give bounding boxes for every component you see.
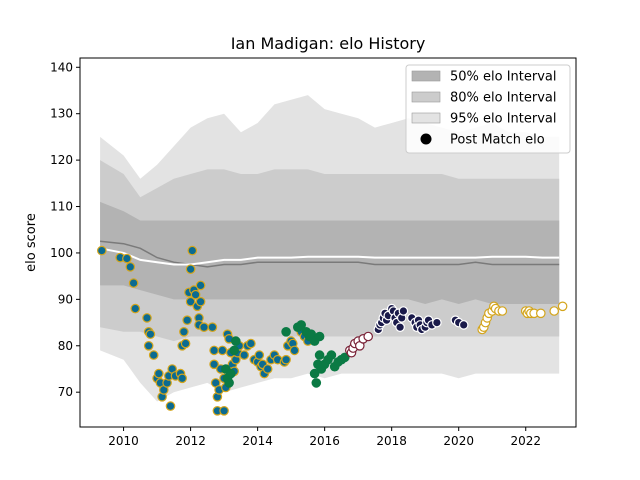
y-tick-label: 120 bbox=[50, 153, 73, 167]
x-tick-label: 2010 bbox=[108, 434, 139, 448]
legend-label: 95% elo Interval bbox=[450, 112, 557, 127]
elo-point bbox=[558, 302, 566, 310]
elo-point bbox=[227, 369, 235, 377]
elo-point bbox=[208, 323, 216, 331]
elo-point bbox=[220, 407, 228, 415]
elo-point bbox=[186, 265, 194, 273]
legend-marker bbox=[421, 134, 432, 145]
y-tick-label: 110 bbox=[50, 200, 73, 214]
elo-point bbox=[282, 356, 290, 364]
legend-swatch bbox=[412, 71, 440, 81]
elo-point bbox=[143, 314, 151, 322]
elo-point bbox=[145, 342, 153, 350]
elo-point bbox=[232, 337, 240, 345]
elo-point bbox=[312, 379, 320, 387]
y-tick-label: 130 bbox=[50, 107, 73, 121]
y-tick-label: 100 bbox=[50, 246, 73, 260]
elo-point bbox=[433, 318, 441, 326]
y-tick-label: 70 bbox=[58, 385, 73, 399]
elo-point bbox=[98, 246, 106, 254]
legend-label: 50% elo Interval bbox=[450, 70, 557, 85]
elo-point bbox=[264, 365, 272, 373]
elo-point bbox=[129, 279, 137, 287]
elo-point bbox=[498, 307, 506, 315]
elo-point bbox=[180, 328, 188, 336]
y-tick-label: 140 bbox=[50, 60, 73, 74]
elo-point bbox=[550, 307, 558, 315]
elo-point bbox=[230, 346, 238, 354]
x-tick-label: 2016 bbox=[309, 434, 340, 448]
y-axis-label: elo score bbox=[24, 213, 39, 272]
elo-point bbox=[290, 346, 298, 354]
x-tick-label: 2018 bbox=[376, 434, 407, 448]
elo-point bbox=[315, 351, 323, 359]
elo-point bbox=[181, 339, 189, 347]
elo-point bbox=[196, 298, 204, 306]
elo-point bbox=[196, 281, 204, 289]
legend: 50% elo Interval 80% elo Interval 95% elo … bbox=[406, 65, 570, 153]
legend-label: Post Match elo bbox=[450, 133, 545, 148]
elo-point bbox=[210, 346, 218, 354]
chart-title: Ian Madigan: elo History bbox=[231, 34, 426, 53]
y-tick-label: 90 bbox=[58, 292, 73, 306]
elo-point bbox=[225, 379, 233, 387]
elo-point bbox=[282, 328, 290, 336]
elo-point bbox=[315, 332, 323, 340]
elo-point bbox=[460, 321, 468, 329]
elo-point bbox=[166, 402, 174, 410]
x-tick-label: 2014 bbox=[242, 434, 273, 448]
legend-swatch bbox=[412, 92, 440, 102]
x-tick-label: 2020 bbox=[443, 434, 474, 448]
elo-point bbox=[146, 330, 154, 338]
elo-point bbox=[200, 323, 208, 331]
x-tick-label: 2012 bbox=[175, 434, 206, 448]
elo-point bbox=[155, 369, 163, 377]
elo-point bbox=[183, 316, 191, 324]
elo-point bbox=[188, 246, 196, 254]
elo-point bbox=[327, 351, 335, 359]
x-tick-label: 2022 bbox=[510, 434, 541, 448]
elo-point bbox=[255, 351, 263, 359]
legend-swatch bbox=[412, 113, 440, 123]
elo-point bbox=[247, 339, 255, 347]
elo-point bbox=[126, 263, 134, 271]
legend-label: 80% elo Interval bbox=[450, 91, 557, 106]
elo-point bbox=[123, 254, 131, 262]
elo-point bbox=[364, 332, 372, 340]
elo-point bbox=[150, 351, 158, 359]
elo-point bbox=[240, 351, 248, 359]
y-tick-label: 80 bbox=[58, 339, 73, 353]
elo-point bbox=[399, 307, 407, 315]
elo-point bbox=[178, 374, 186, 382]
elo-point bbox=[396, 323, 404, 331]
elo-point bbox=[537, 309, 545, 317]
elo-point bbox=[131, 304, 139, 312]
elo-point bbox=[218, 346, 226, 354]
